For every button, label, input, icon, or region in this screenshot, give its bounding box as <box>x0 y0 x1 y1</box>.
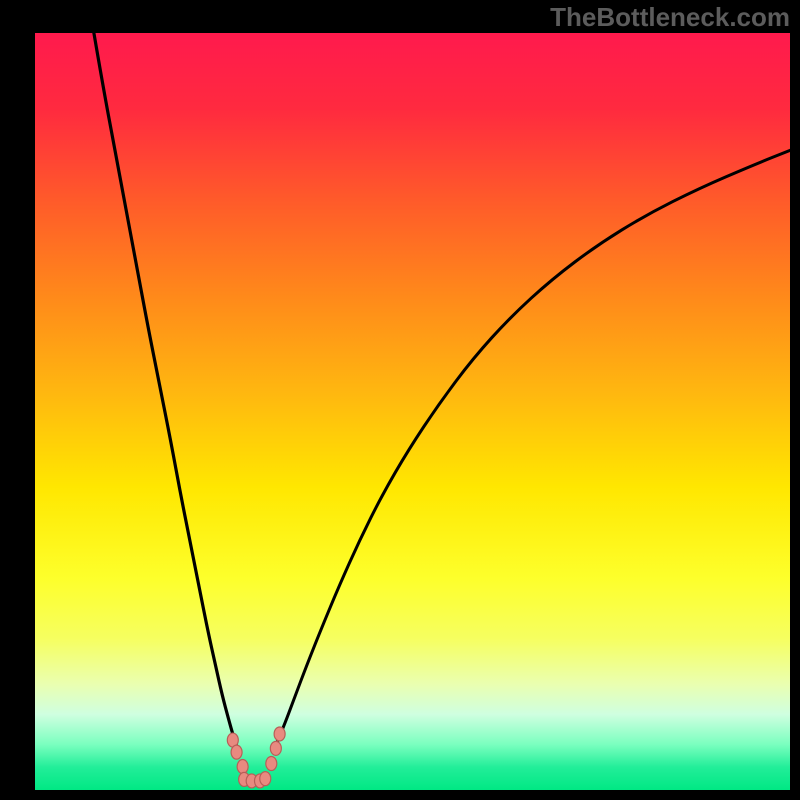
gradient-background <box>35 33 790 790</box>
watermark-text: TheBottleneck.com <box>550 2 790 33</box>
marker-point <box>231 745 242 759</box>
marker-point <box>260 772 271 786</box>
chart-svg <box>35 33 790 790</box>
chart-container: TheBottleneck.com <box>0 0 800 800</box>
marker-point <box>270 741 281 755</box>
plot-area <box>35 33 790 790</box>
marker-point <box>237 760 248 774</box>
marker-point <box>274 727 285 741</box>
marker-point <box>266 757 277 771</box>
